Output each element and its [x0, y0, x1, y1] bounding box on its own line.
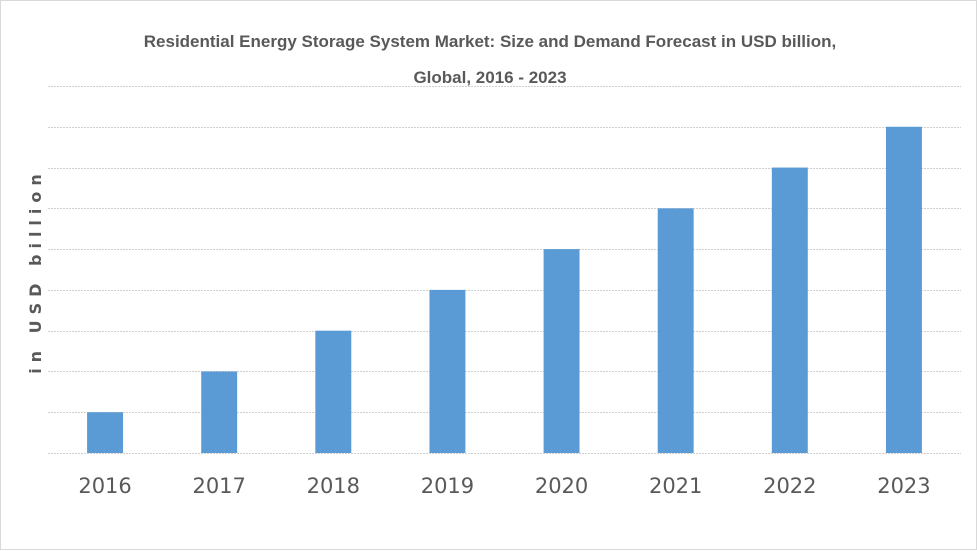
gridlines [48, 86, 961, 454]
bar-2021 [657, 208, 694, 453]
x-tick-label-2022: 2022 [763, 474, 816, 498]
x-tick-label-2017: 2017 [192, 474, 245, 498]
bar-2019 [429, 289, 466, 453]
bar-2023 [885, 126, 922, 454]
bar-2022 [771, 167, 808, 454]
x-tick-label-2023: 2023 [877, 474, 930, 498]
x-tick-label-2016: 2016 [78, 474, 131, 498]
x-tick-label-2018: 2018 [307, 474, 360, 498]
chart-subtitle: Global, 2016 - 2023 [413, 68, 566, 87]
x-tick-label-2020: 2020 [535, 474, 588, 498]
bar-2016 [87, 412, 124, 453]
chart-title: Residential Energy Storage System Market… [144, 32, 836, 51]
bar-2018 [315, 330, 352, 453]
x-axis-tick-labels: 2016 2017 2018 2019 2020 2021 2022 2023 [78, 474, 930, 498]
bar-2020 [543, 249, 580, 453]
y-axis-label: in USD billion [26, 168, 45, 374]
x-tick-label-2021: 2021 [649, 474, 702, 498]
bars [87, 126, 922, 454]
x-tick-label-2019: 2019 [421, 474, 474, 498]
bar-2017 [201, 371, 238, 453]
